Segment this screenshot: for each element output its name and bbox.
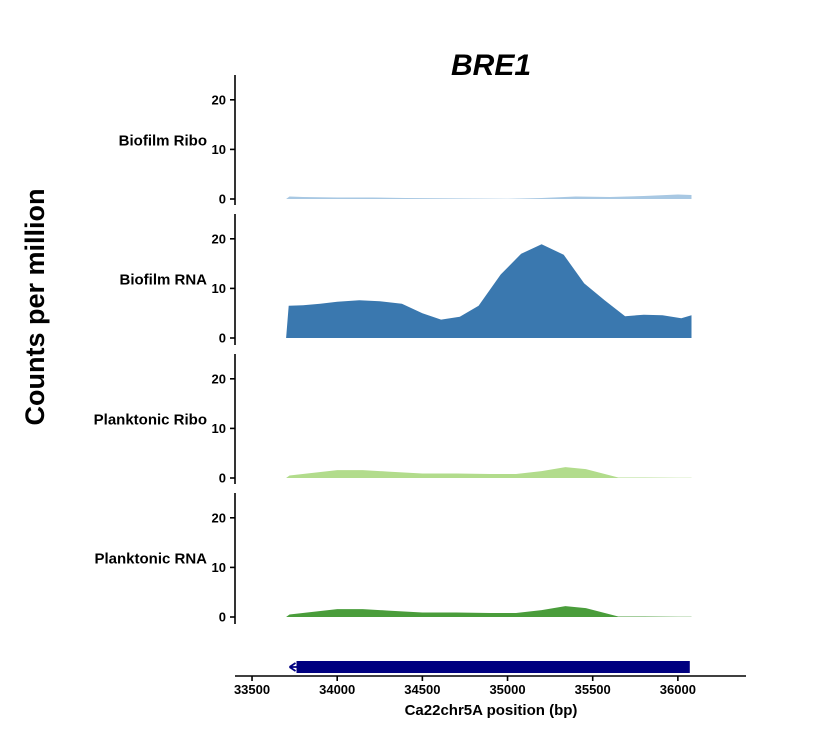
gene-strand-arrow (289, 662, 299, 672)
x-tick-label: 34000 (319, 682, 355, 697)
panel-planktonic-ribo: 0 10 20 Planktonic Ribo (94, 354, 692, 486)
gene-track (289, 661, 690, 673)
x-tick-label: 33500 (234, 682, 270, 697)
area-series (286, 606, 692, 617)
y-tick-label: 0 (219, 471, 226, 486)
area-series (286, 194, 692, 199)
y-tick-label: 0 (219, 192, 226, 207)
y-tick-label: 0 (219, 610, 226, 625)
chart-title: BRE1 (451, 49, 531, 82)
x-tick-label: 35000 (489, 682, 525, 697)
panel-label: Biofilm Ribo (119, 132, 207, 149)
y-tick-label: 20 (212, 92, 226, 107)
x-tick-label: 36000 (660, 682, 696, 697)
area-series (286, 244, 692, 338)
x-axis: 33500 34000 34500 35000 35500 36000 (234, 675, 746, 697)
panel-label: Planktonic RNA (94, 550, 207, 567)
y-tick-label: 10 (212, 281, 226, 296)
panel-label: Biofilm RNA (120, 271, 208, 288)
y-tick-label: 20 (212, 510, 226, 525)
x-axis-label: Ca22chr5A position (bp) (405, 702, 578, 719)
y-tick-label: 20 (212, 231, 226, 246)
x-tick-label: 34500 (404, 682, 440, 697)
y-tick-label: 10 (212, 421, 226, 436)
panel-planktonic-rna: 0 10 20 Planktonic RNA (94, 493, 692, 625)
y-axis-label: Counts per million (20, 188, 50, 425)
panel-biofilm-rna: 0 10 20 Biofilm RNA (120, 214, 692, 346)
x-tick-label: 35500 (575, 682, 611, 697)
area-series (286, 467, 692, 478)
y-tick-label: 10 (212, 142, 226, 157)
y-tick-label: 10 (212, 560, 226, 575)
y-tick-label: 0 (219, 331, 226, 346)
panels: 0 10 20 Biofilm Ribo 0 10 20 Biofilm RNA 0 10 20 Pl… (94, 75, 692, 625)
y-tick-label: 20 (212, 371, 226, 386)
panel-label: Planktonic Ribo (94, 411, 207, 428)
gene-body (296, 661, 690, 673)
panel-biofilm-ribo: 0 10 20 Biofilm Ribo (119, 75, 692, 207)
